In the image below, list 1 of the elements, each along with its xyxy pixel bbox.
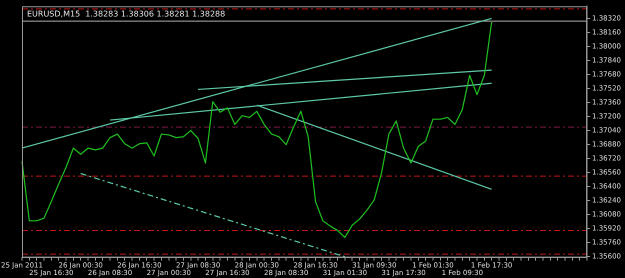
chart-title: EURUSD,M15 1.38283 1.38306 1.38281 1.38288 [26, 9, 226, 18]
